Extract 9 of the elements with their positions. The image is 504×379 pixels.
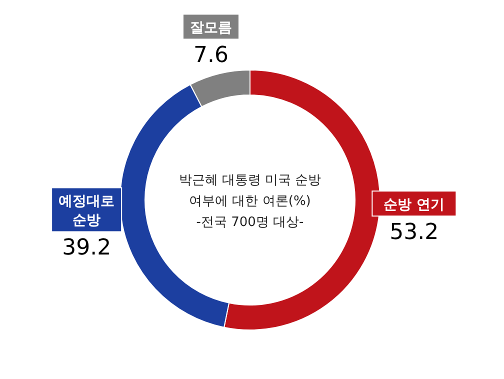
data-label: 39.2 [62, 236, 112, 261]
slice-label: 순방 연기 [384, 197, 445, 214]
title: 여부에 대한 여론(%) [189, 194, 311, 209]
slice-label: 잘모름 [190, 20, 232, 36]
subtitle: -전국 700명 대상- [196, 215, 304, 230]
slice-label: 예정대로 순방 [58, 194, 115, 229]
data-label: 53.2 [390, 220, 439, 246]
data-label: 7.6 [193, 43, 228, 68]
title: 박근혜 대통령 미국 순방 [178, 173, 322, 188]
